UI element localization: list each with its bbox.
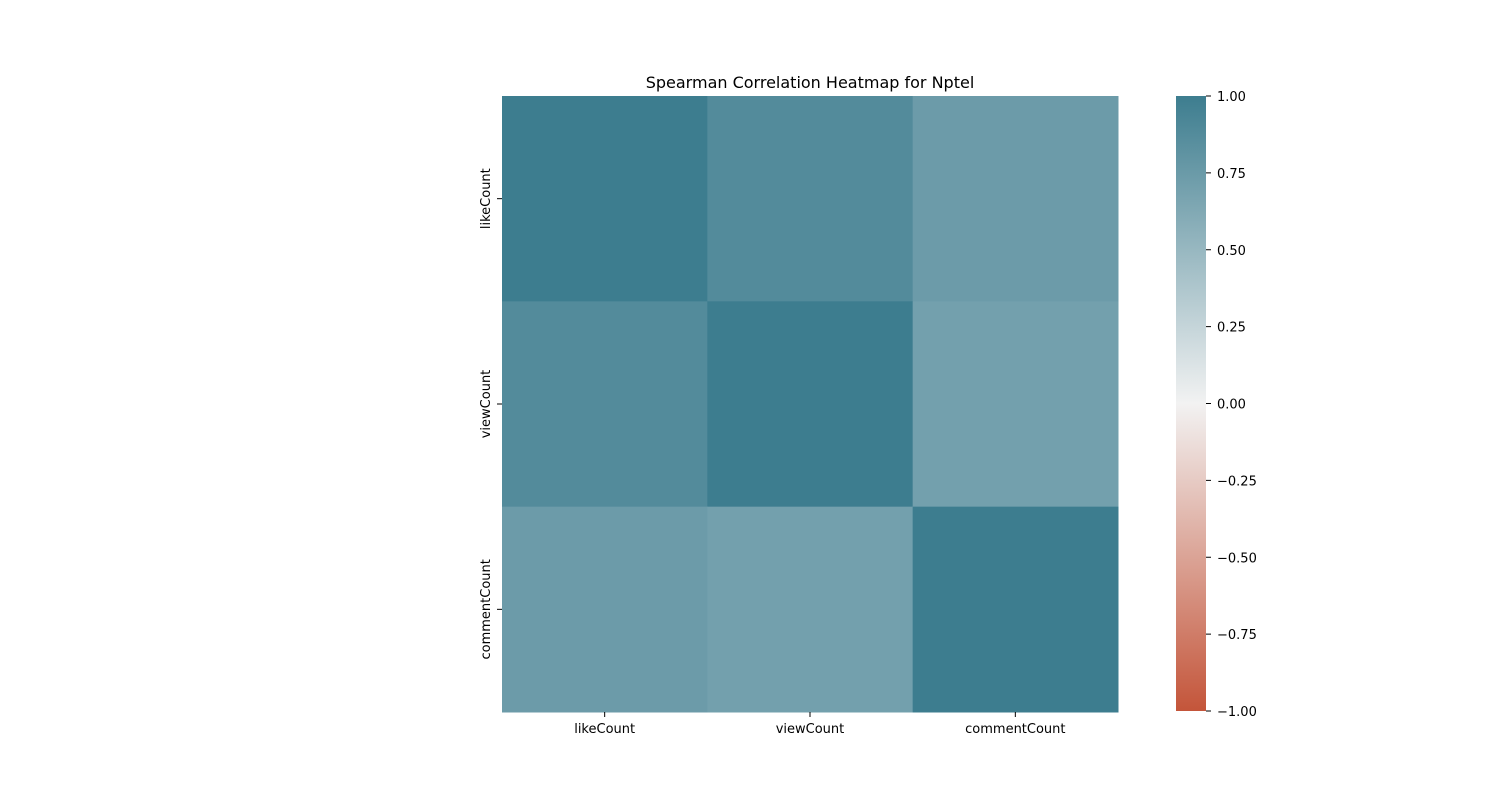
chart-title: Spearman Correlation Heatmap for Nptel: [646, 73, 975, 92]
colorbar-tick-label: 0.00: [1217, 398, 1246, 413]
colorbar-tick-label: −0.25: [1217, 474, 1257, 489]
heatmap-cell-2-2: [912, 506, 1119, 713]
y-axis-ticks: likeCount viewCount commentCount: [479, 168, 502, 660]
heatmap-cell-0-2: [912, 96, 1119, 302]
heatmap-cell-2-1: [707, 506, 914, 713]
colorbar-tick-label: −1.00: [1217, 705, 1257, 720]
heatmap-cell-1-2: [912, 301, 1119, 508]
x-tick-label: likeCount: [574, 722, 635, 737]
y-tick-label: commentCount: [479, 559, 494, 659]
colorbar: [1176, 96, 1206, 711]
x-tick-label: commentCount: [965, 722, 1065, 737]
colorbar-tick-label: −0.75: [1217, 628, 1257, 643]
colorbar-tick-label: 0.75: [1217, 167, 1246, 182]
colorbar-tick-label: −0.50: [1217, 551, 1257, 566]
heatmap-cells: [502, 96, 1119, 713]
heatmap-cell-2-0: [502, 506, 708, 713]
colorbar-tick-label: 0.50: [1217, 244, 1246, 259]
heatmap-cell-1-1: [707, 301, 914, 508]
x-tick-label: viewCount: [776, 722, 845, 737]
colorbar-ticks: 1.00 0.75 0.50 0.25 0.00 −0.25 −0.50 −0.75 −1.00: [1206, 90, 1257, 720]
heatmap-cell-0-1: [707, 96, 914, 302]
colorbar-tick-label: 1.00: [1217, 90, 1246, 105]
heatmap-cell-1-0: [502, 301, 708, 508]
y-tick-label: viewCount: [479, 370, 494, 439]
x-axis-ticks: likeCount viewCount commentCount: [574, 712, 1066, 737]
heatmap-cell-0-0: [502, 96, 708, 302]
colorbar-tick-label: 0.25: [1217, 321, 1246, 336]
y-tick-label: likeCount: [479, 168, 494, 229]
